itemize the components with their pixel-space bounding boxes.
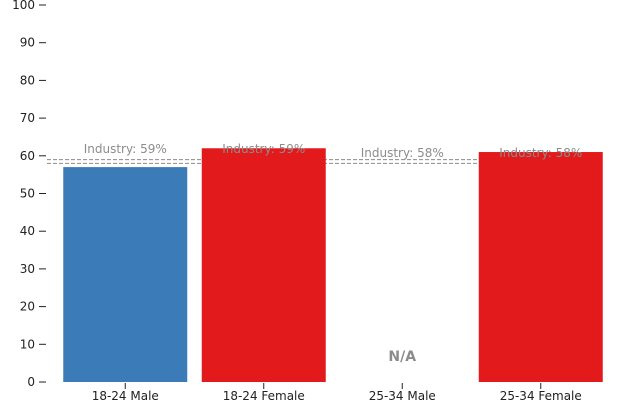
benchmark-label: Industry: 58% <box>499 146 582 160</box>
x-tick-label: 25-34 Male <box>369 389 436 400</box>
bar <box>478 152 603 382</box>
x-tick-label: 25-34 Female <box>500 389 582 400</box>
y-tick-label: 50 <box>20 187 35 201</box>
x-tick-label: 18-24 Male <box>92 389 159 400</box>
benchmark-labels: Industry: 59% Industry: 59% Industry: 58% I… <box>84 142 583 160</box>
y-tick-label: 10 <box>20 337 35 351</box>
bar <box>63 167 188 382</box>
benchmark-label: Industry: 59% <box>222 142 305 156</box>
x-tick-label: 18-24 Female <box>223 389 305 400</box>
y-tick-label: 100 <box>12 0 35 12</box>
x-axis: 18-24 Male 18-24 Female 25-34 Male 25-34 Fe… <box>92 383 582 400</box>
bars: N/A <box>63 148 603 382</box>
y-tick-label: 90 <box>20 36 35 50</box>
y-tick-label: 60 <box>20 149 35 163</box>
y-tick-label: 70 <box>20 111 35 125</box>
y-tick-label: 20 <box>20 300 35 314</box>
missing-value-label: N/A <box>388 349 416 365</box>
y-tick-label: 40 <box>20 224 35 238</box>
benchmark-label: Industry: 58% <box>361 146 444 160</box>
y-tick-label: 80 <box>20 73 35 87</box>
bar <box>201 148 326 382</box>
benchmark-label: Industry: 59% <box>84 142 167 156</box>
y-tick-label: 30 <box>20 262 35 276</box>
y-axis: 0 10 20 30 40 50 60 70 80 90 100 <box>12 0 46 389</box>
y-tick-label: 0 <box>27 375 35 389</box>
